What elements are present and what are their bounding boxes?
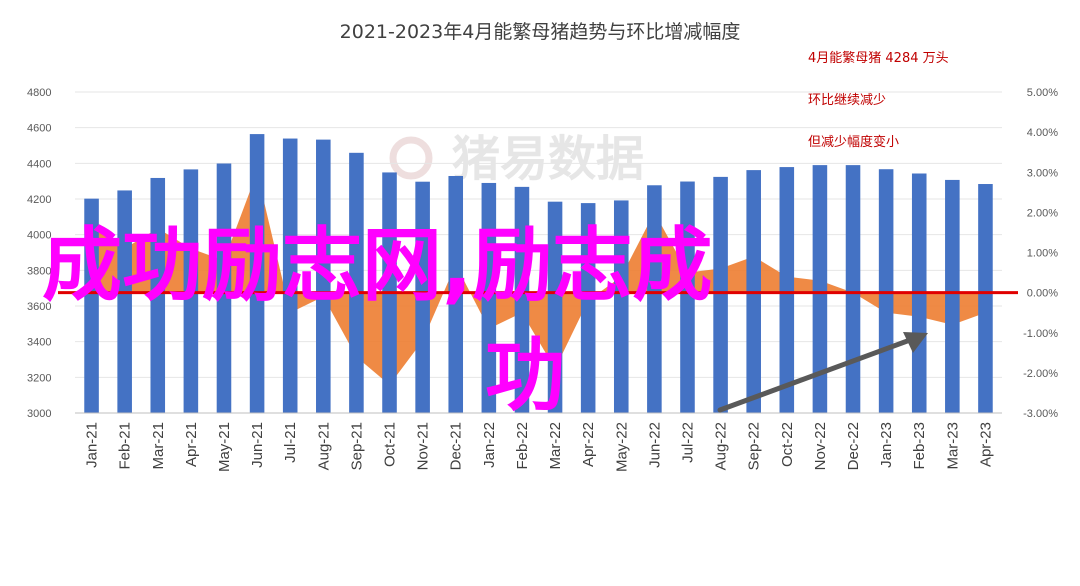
x-tick-label: Feb-22 [514,422,531,470]
x-tick-label: Dec-21 [448,422,465,470]
x-tick-label: Jan-23 [878,422,895,468]
bar-Jan-21 [84,198,99,413]
y-left-tick-label: 3600 [27,301,51,313]
x-tick-label: Jul-21 [282,422,299,463]
bar-Aug-21 [316,139,331,414]
x-tick-label: Mar-21 [150,422,167,470]
x-tick-label: Oct-21 [382,422,399,467]
x-tick-label: Nov-21 [415,422,432,470]
bar-Sep-21 [349,152,364,414]
mom-change-area [91,172,986,385]
x-tick-label: Jan-22 [481,422,498,468]
x-tick-label: Jul-22 [679,422,696,463]
bar-Apr-23 [978,184,993,413]
y-left-tick-label: 3000 [27,408,51,420]
y-right-tick-label: 1.00% [1027,248,1058,260]
bar-Jun-21 [249,134,265,413]
bar-Apr-22 [580,203,596,413]
x-tick-label: Mar-22 [547,422,564,470]
x-tick-label: Dec-22 [845,422,862,470]
bar-Jan-23 [878,169,894,413]
trend-arrow-shaft [717,337,913,413]
bar-Feb-22 [514,186,530,413]
y-left-tick-label: 4800 [27,87,51,99]
bar-Nov-22 [812,165,828,413]
overlay-text: 成功励志网,励志成 功 [42,219,712,422]
y-right-tick-label: 5.00% [1027,87,1058,99]
x-tick-label: Apr-21 [183,422,200,467]
x-tick-label: Feb-23 [911,422,928,470]
y-axis-left: 3000 3200 3400 3600 3800 4000 4200 4400 4600 4800 [27,87,51,420]
bar-Dec-21 [448,175,464,413]
y-right-tick-label: 3.00% [1027,167,1058,179]
x-tick-label: May-22 [613,422,630,472]
annotation-2: 环比继续减少 [808,93,886,108]
y-right-tick-label: -1.00% [1023,328,1058,340]
trend-arrow-head [903,332,928,353]
x-tick-label: Sep-22 [746,422,763,470]
annotation-3: 但减少幅度变小 [808,134,899,150]
y-right-tick-label: -2.00% [1023,368,1058,380]
x-tick-label: May-21 [216,422,233,472]
y-right-tick-label: 4.00% [1027,127,1058,139]
bar-Jan-22 [481,182,497,413]
overlay-text-line-1: 成功励志网,励志成 [42,219,712,312]
bar-May-22 [613,200,629,413]
y-axis-right: -3.00% -2.00% -1.00% 0.00% 1.00% 2.00% 3.00% 4.… [1023,87,1058,420]
y-right-tick-label: -3.00% [1023,408,1058,420]
x-tick-label: Apr-23 [977,422,994,467]
bar-Dec-22 [845,165,861,413]
chart-title: 2021-2023年4月能繁母猪趋势与环比增减幅度 [340,21,741,43]
bar-Mar-22 [547,201,563,413]
y-right-tick-label: 2.00% [1027,207,1058,219]
watermark-logo-icon [389,136,433,180]
annotations: 4月能繁母猪 4284 万头 环比继续减少 但减少幅度变小 [808,50,949,150]
mom-change-area-shape [91,172,986,385]
y-left-tick-label: 4600 [27,123,51,135]
bar-Feb-21 [117,190,132,413]
x-tick-label: Jan-21 [84,422,101,468]
bar-May-21 [216,163,232,413]
bar-Mar-23 [945,179,960,413]
y-left-tick-label: 3800 [27,265,51,277]
bar-Aug-22 [713,176,728,413]
annotation-1: 4月能繁母猪 4284 万头 [808,50,949,66]
x-axis: Jan-21 Feb-21 Mar-21 Apr-21 May-21 Jun-21 Jul-… [84,422,995,472]
watermark: 猪易数据 [389,131,644,187]
watermark-text: 猪易数据 [452,131,644,187]
x-tick-label: Aug-22 [713,422,730,470]
bar-Nov-21 [415,181,430,413]
trend-arrow [717,332,928,413]
bar-Jul-22 [680,181,695,413]
x-tick-label: Mar-23 [944,422,961,470]
y-left-tick-label: 4400 [27,158,51,170]
x-tick-label: Apr-22 [580,422,597,467]
x-tick-label: Jun-21 [249,422,266,468]
bar-Jun-22 [647,185,662,413]
y-left-tick-label: 4200 [27,194,51,206]
x-tick-label: Aug-21 [315,422,332,470]
x-tick-label: Feb-21 [117,422,134,470]
y-left-tick-label: 4000 [27,230,51,242]
x-tick-label: Oct-22 [779,422,796,467]
bar-Mar-21 [150,177,166,413]
bar-Oct-22 [779,167,795,413]
x-tick-label: Sep-21 [348,422,365,470]
x-tick-label: Nov-22 [812,422,829,470]
overlay-text-line-2: 功 [485,329,565,422]
x-tick-label: Jun-22 [646,422,663,468]
bar-Jul-21 [282,138,298,414]
y-left-tick-label: 3200 [27,372,51,384]
y-left-tick-label: 3400 [27,337,51,349]
y-right-tick-label: 0.00% [1027,288,1058,300]
